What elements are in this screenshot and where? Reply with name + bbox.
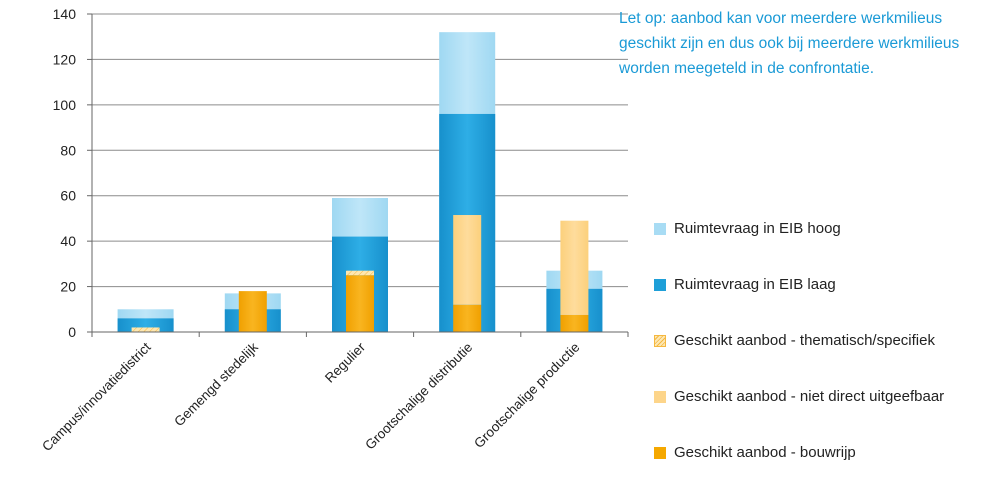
legend-item-bouwrijp: Geschikt aanbod - bouwrijp <box>654 442 994 464</box>
legend-swatch-bouwrijp <box>654 447 666 459</box>
y-tick-label: 80 <box>60 142 76 158</box>
legend-item-thematisch: Geschikt aanbod - thematisch/specifiek <box>654 330 994 352</box>
legend-label-thematisch: Geschikt aanbod - thematisch/specifiek <box>674 332 935 349</box>
legend-item-eib-hoog: Ruimtevraag in EIB hoog <box>654 218 994 240</box>
bar-bouwrijp <box>560 314 589 332</box>
bar-bouwrijp <box>346 275 374 332</box>
legend-swatch-thematisch <box>654 335 666 347</box>
x-category-label: Campus/innovatiedistrict <box>39 339 154 454</box>
legend-swatch-eib-hoog <box>654 223 666 235</box>
legend-item-eib-laag: Ruimtevraag in EIB laag <box>654 274 994 296</box>
y-tick-label: 20 <box>60 279 76 295</box>
legend-label-eib-hoog: Ruimtevraag in EIB hoog <box>674 220 841 237</box>
y-tick-label: 60 <box>60 188 76 204</box>
y-tick-label: 40 <box>60 233 76 249</box>
bar-niet-direct <box>453 215 482 305</box>
legend-label-eib-laag: Ruimtevraag in EIB laag <box>674 276 836 293</box>
note-text: Let op: aanbod kan voor meerdere werkmil… <box>619 10 960 77</box>
legend-item-niet-direct: Geschikt aanbod - niet direct uitgeefbaa… <box>654 386 994 408</box>
bar-bouwrijp <box>238 291 267 332</box>
bar-bouwrijp <box>453 304 482 332</box>
bar-thematisch <box>131 327 160 332</box>
legend-label-bouwrijp: Geschikt aanbod - bouwrijp <box>674 444 856 461</box>
y-tick-label: 120 <box>53 51 77 67</box>
x-category-label: Gemengd stedelijk <box>171 339 261 429</box>
bar-niet-direct <box>560 220 589 315</box>
x-category-label: Regulier <box>322 339 369 386</box>
x-category-label: Grootschalige distributie <box>362 340 475 453</box>
legend-label-niet-direct: Geschikt aanbod - niet direct uitgeefbaa… <box>674 388 945 405</box>
legend-swatch-niet-direct <box>654 391 666 403</box>
legend-swatch-eib-laag <box>654 279 666 291</box>
y-tick-label: 0 <box>68 324 76 340</box>
y-tick-label: 140 <box>53 6 77 22</box>
x-category-label: Grootschalige productie <box>471 340 582 451</box>
y-tick-label: 100 <box>53 97 77 113</box>
bar-thematisch <box>346 270 374 276</box>
